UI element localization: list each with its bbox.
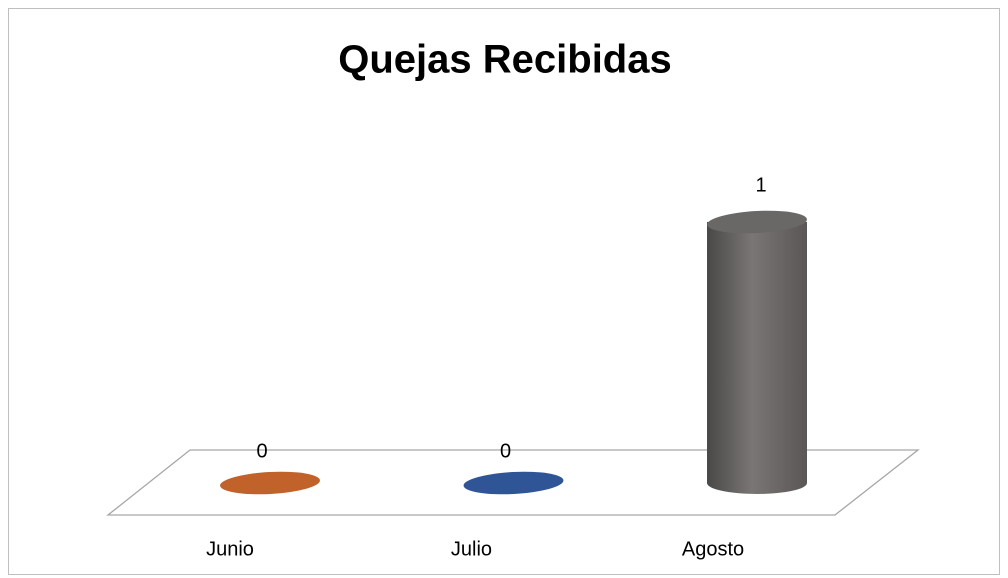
value-label: 0 [500,440,511,462]
cylinder-top [707,210,807,234]
cylinder-flat [220,471,320,495]
cylinder-body [707,222,807,494]
value-label: 1 [755,174,766,196]
x-tick-label: Agosto [682,538,744,560]
x-tick-label: Junio [206,538,254,560]
chart-title: Quejas Recibidas [338,38,671,82]
x-tick-label: Julio [451,538,492,560]
value-label: 0 [256,440,267,462]
cylinder-flat [463,471,564,495]
